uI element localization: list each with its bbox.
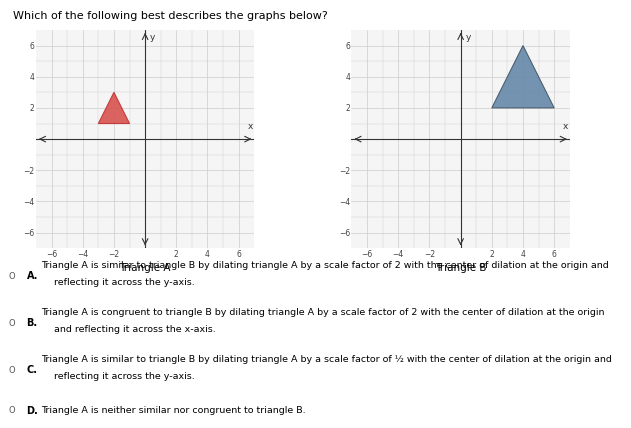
Text: O: O (8, 406, 15, 416)
Text: O: O (8, 366, 15, 375)
Text: Triangle A: Triangle A (119, 263, 171, 273)
Text: and reflecting it across the x-axis.: and reflecting it across the x-axis. (54, 325, 215, 334)
Text: x: x (247, 122, 252, 131)
Text: D.: D. (27, 406, 38, 416)
Polygon shape (492, 45, 554, 108)
Text: y: y (465, 33, 471, 42)
Text: reflecting it across the y-axis.: reflecting it across the y-axis. (54, 372, 194, 381)
Text: A.: A. (27, 271, 38, 281)
Text: Triangle A is neither similar nor congruent to triangle B.: Triangle A is neither similar nor congru… (41, 406, 305, 416)
Text: y: y (150, 33, 155, 42)
Text: x: x (563, 122, 568, 131)
Text: reflecting it across the y-axis.: reflecting it across the y-axis. (54, 278, 194, 287)
Text: Triangle B: Triangle B (435, 263, 487, 273)
Text: Triangle A is similar to triangle B by dilating triangle A by a scale factor of : Triangle A is similar to triangle B by d… (41, 261, 609, 270)
Text: Triangle A is congruent to triangle B by dilating triangle A by a scale factor o: Triangle A is congruent to triangle B by… (41, 308, 604, 317)
Polygon shape (98, 92, 129, 124)
Text: C.: C. (27, 365, 37, 375)
Text: B.: B. (27, 318, 38, 328)
Text: O: O (8, 318, 15, 328)
Text: Triangle A is similar to triangle B by dilating triangle A by a scale factor of : Triangle A is similar to triangle B by d… (41, 355, 612, 364)
Text: Which of the following best describes the graphs below?: Which of the following best describes th… (13, 11, 327, 21)
Text: O: O (8, 271, 15, 281)
